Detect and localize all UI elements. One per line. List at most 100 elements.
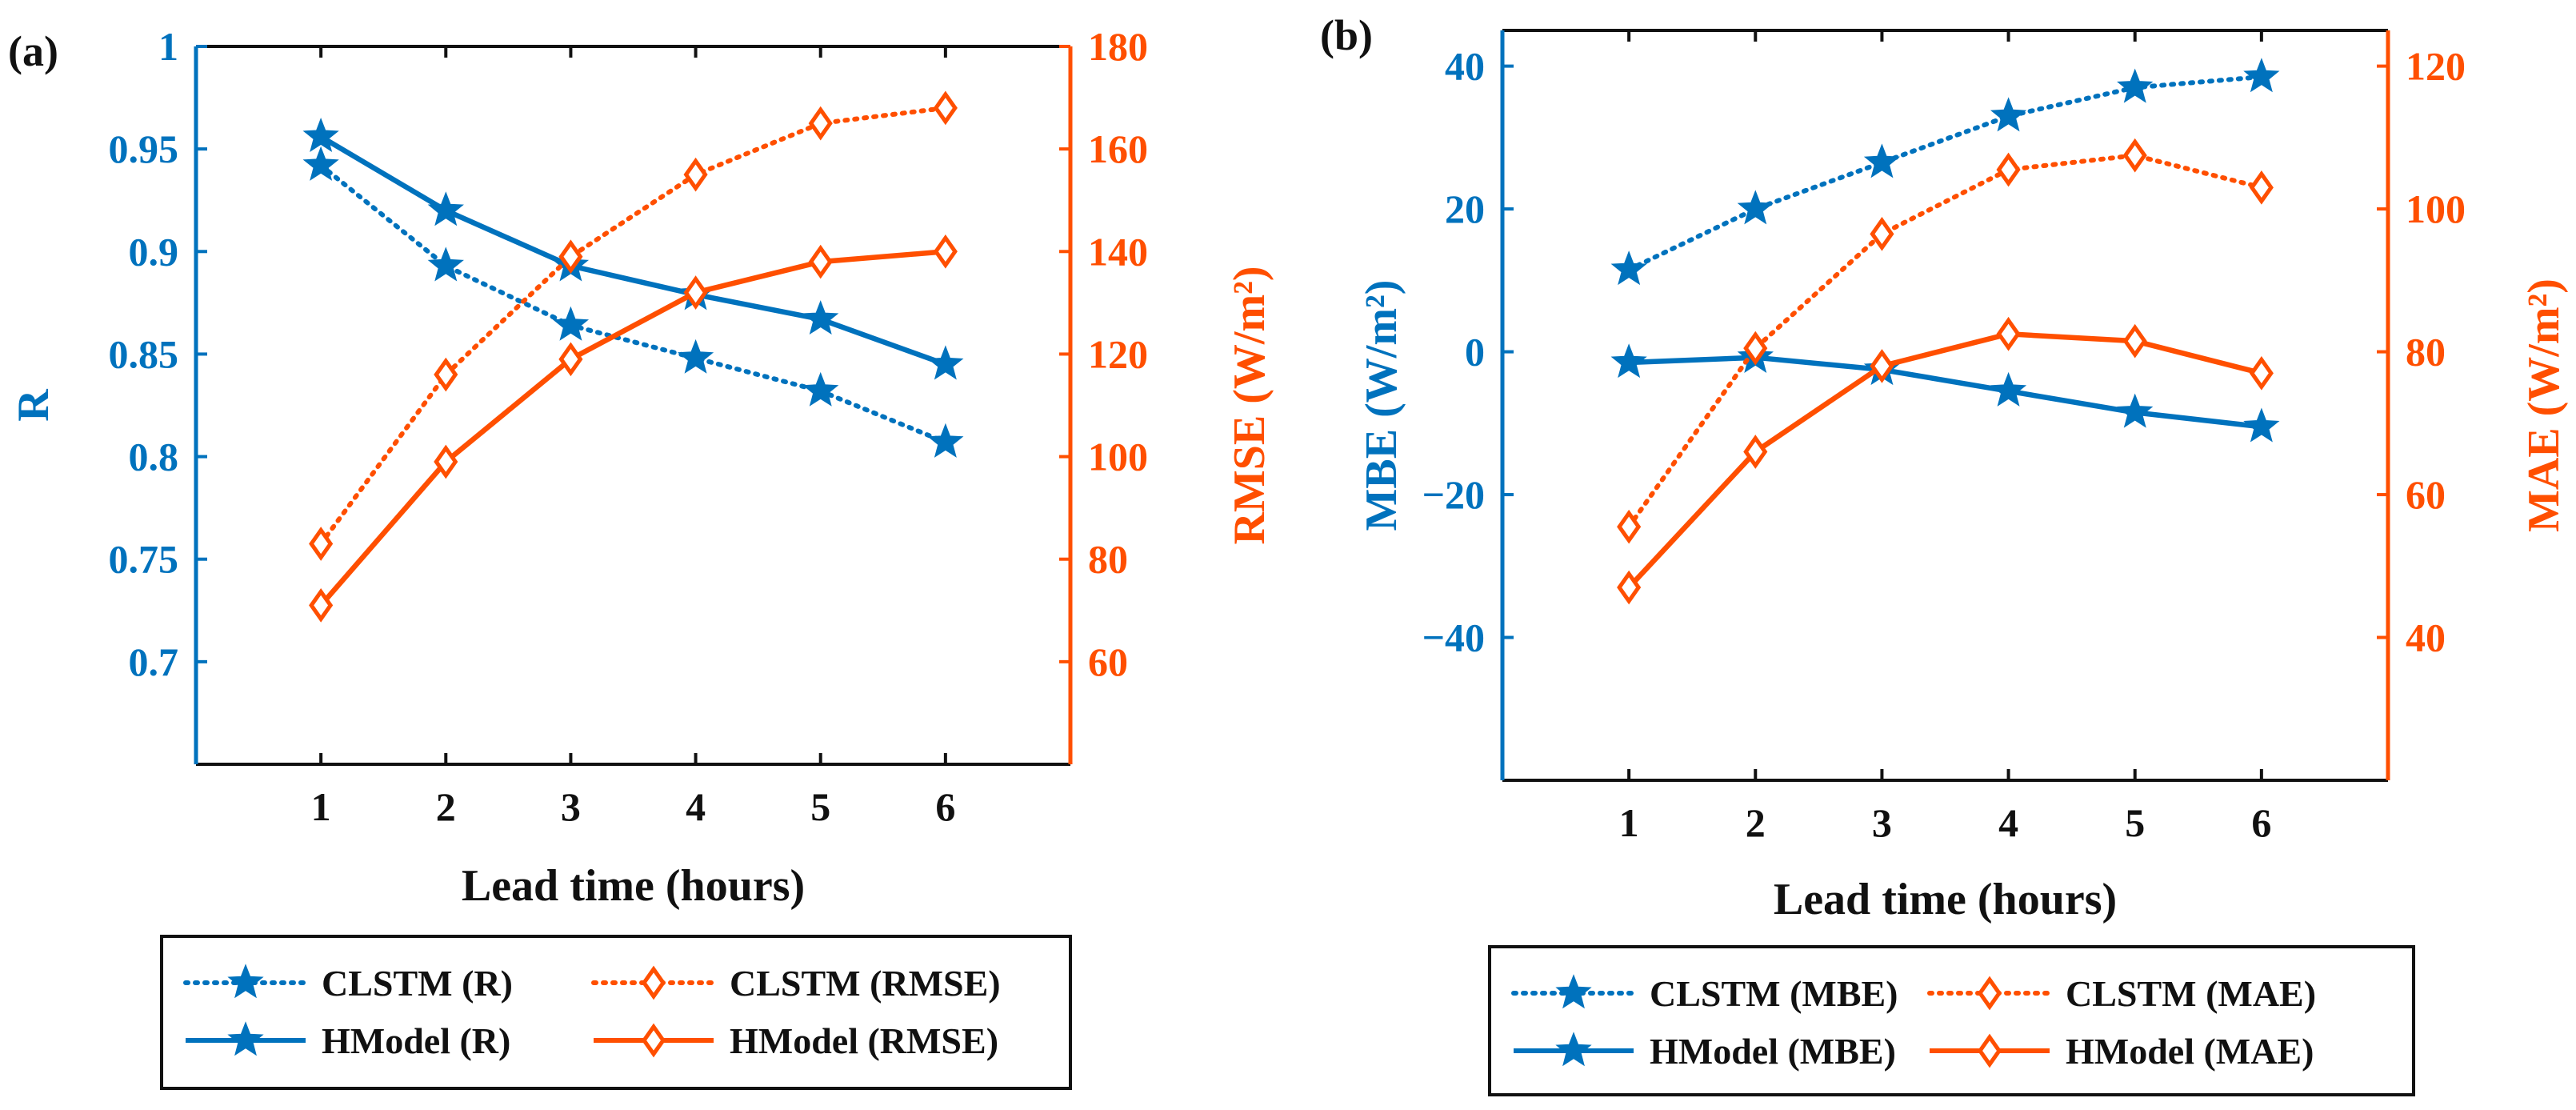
- x-tick-label: 6: [935, 784, 955, 829]
- data-point-star: [2117, 393, 2154, 428]
- y-right-tick-label: 100: [2406, 186, 2466, 231]
- y-right-tick-label: 60: [1088, 639, 1128, 684]
- data-point-star: [677, 339, 714, 374]
- x-tick-label: 2: [1746, 800, 1766, 845]
- data-point-diamond: [933, 234, 958, 269]
- data-point-star: [927, 423, 964, 458]
- x-axis-label: Lead time (hours): [462, 861, 805, 911]
- data-point-diamond: [434, 444, 458, 479]
- y-left-tick-label: 0.75: [109, 537, 179, 582]
- data-point-diamond: [808, 244, 833, 279]
- data-point-star: [802, 371, 839, 407]
- series-line-clstm-r-: [318, 162, 948, 445]
- data-point-star: [302, 146, 339, 181]
- legend-marker: [641, 965, 666, 1000]
- y-left-tick-label: 0.7: [129, 639, 179, 684]
- legend-label: HModel (MBE): [1650, 1031, 1896, 1072]
- legend-marker: [227, 1021, 264, 1056]
- data-point-diamond: [2249, 170, 2274, 205]
- panel-a: (a)1 2 3 4 5 60.70.750.80.850.90.951608010012…: [8, 24, 1274, 1090]
- data-point-star: [552, 306, 590, 341]
- data-point-star: [927, 345, 964, 380]
- data-point-star: [1610, 250, 1647, 286]
- legend-marker: [1555, 1032, 1592, 1067]
- data-point-diamond: [434, 357, 458, 392]
- data-point-diamond: [933, 90, 958, 126]
- panel-label: (a): [8, 27, 58, 75]
- data-point-diamond: [1996, 316, 2021, 351]
- y-right-tick-label: 120: [2406, 44, 2466, 89]
- y-left-tick-label: 0.9: [129, 229, 179, 274]
- series-line-clstm-rmse-: [318, 105, 948, 547]
- data-point-star: [2117, 68, 2154, 103]
- y-left-tick-label: 0.8: [129, 435, 179, 479]
- y-left-tick-label: −40: [1422, 615, 1486, 660]
- y-left-tick-label: 40: [1445, 44, 1485, 89]
- legend-box: [160, 935, 1072, 1090]
- x-tick-label: 2: [436, 784, 456, 829]
- y-right-tick-label: 80: [1088, 537, 1128, 582]
- legend-marker: [1977, 1033, 2002, 1068]
- series-line-hmodel-mae-: [1626, 331, 2262, 590]
- series-line-hmodel-rmse-: [318, 249, 946, 607]
- x-tick-label: 1: [1619, 800, 1639, 845]
- y-right-axis-label: RMSE (W/m²): [1225, 266, 1274, 544]
- y-right-tick-label: 40: [2406, 615, 2446, 660]
- data-point-diamond: [1996, 152, 2021, 187]
- legend-label: CLSTM (RMSE): [730, 963, 1001, 1004]
- x-tick-label: 5: [2125, 800, 2145, 845]
- x-tick-label: 4: [1998, 800, 2018, 845]
- data-point-diamond: [2122, 138, 2147, 173]
- y-right-tick-label: 140: [1088, 229, 1148, 274]
- y-right-tick-label: 120: [1088, 331, 1148, 376]
- data-point-star: [802, 300, 839, 335]
- y-left-tick-label: 0: [1465, 330, 1485, 375]
- y-right-axis-label: MAE (W/m²): [2519, 279, 2569, 532]
- y-left-tick-label: 1: [158, 24, 178, 69]
- data-point-diamond: [309, 527, 334, 561]
- y-left-tick-label: −20: [1422, 472, 1486, 517]
- y-left-tick-label: 20: [1445, 186, 1485, 231]
- y-right-tick-label: 80: [2406, 330, 2446, 375]
- data-point-star: [302, 118, 339, 153]
- data-point-star: [427, 191, 464, 226]
- legend-label: CLSTM (MAE): [2066, 973, 2316, 1014]
- y-left-tick-label: 0.95: [109, 126, 179, 171]
- data-point-diamond: [2122, 323, 2147, 359]
- data-point-star: [1990, 371, 2027, 407]
- data-point-star: [427, 246, 464, 282]
- y-left-tick-label: 0.85: [109, 331, 179, 376]
- y-right-tick-label: 60: [2406, 472, 2446, 517]
- data-point-star: [1990, 97, 2027, 132]
- legend-label: HModel (MAE): [2066, 1031, 2314, 1072]
- legend-box: [1488, 945, 2415, 1096]
- data-point-diamond: [1870, 216, 1894, 251]
- panel-label: (b): [1320, 11, 1373, 59]
- x-tick-label: 3: [561, 784, 581, 829]
- x-axis-label: Lead time (hours): [1774, 875, 2117, 924]
- data-point-diamond: [1870, 349, 1894, 383]
- data-point-star: [1610, 343, 1647, 379]
- y-right-tick-label: 180: [1088, 24, 1148, 69]
- legend-label: CLSTM (MBE): [1650, 973, 1898, 1014]
- data-point-diamond: [2249, 356, 2274, 391]
- data-point-star: [2243, 58, 2280, 93]
- data-point-diamond: [1617, 509, 1642, 544]
- data-point-diamond: [1743, 331, 1768, 366]
- y-left-axis-label: R: [9, 389, 58, 422]
- y-right-tick-label: 100: [1088, 435, 1148, 479]
- data-point-diamond: [1743, 435, 1768, 469]
- panel-b: (b) 1 2 3 4 5 6 −40 −20 0 20 40 40 60 80 100 120 Lead tim…: [1320, 11, 2569, 1096]
- series-line-hmodel-mbe-: [1628, 355, 2262, 430]
- data-point-diamond: [808, 106, 833, 141]
- data-point-diamond: [1617, 570, 1642, 605]
- y-right-tick-label: 160: [1088, 126, 1148, 171]
- data-point-diamond: [558, 239, 583, 274]
- legend-label: HModel (R): [322, 1020, 510, 1061]
- legend-label: HModel (RMSE): [730, 1020, 998, 1061]
- series-line-clstm-mbe-: [1626, 74, 2264, 272]
- legend-marker: [641, 1023, 666, 1058]
- x-tick-label: 4: [686, 784, 706, 829]
- data-point-diamond: [683, 157, 708, 192]
